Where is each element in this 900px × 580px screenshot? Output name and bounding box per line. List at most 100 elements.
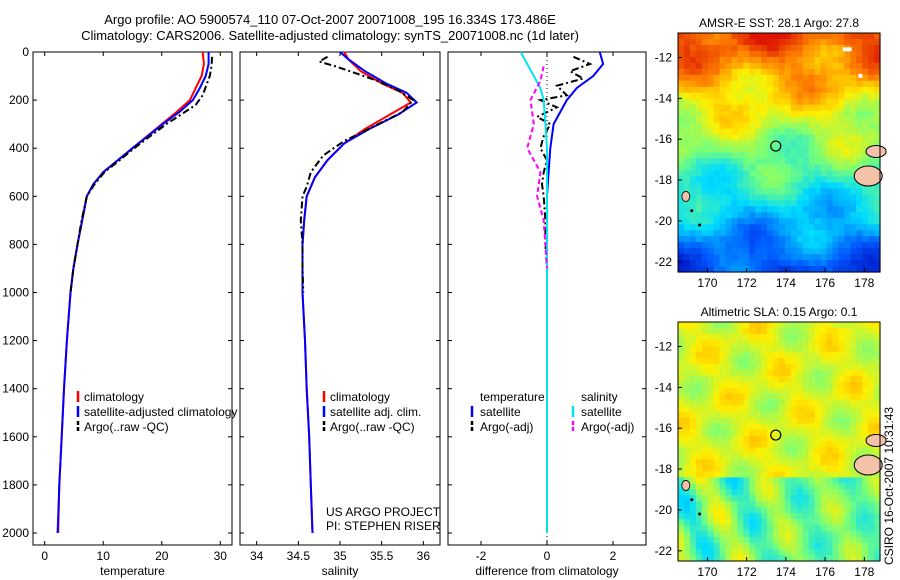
map-cell [695, 393, 703, 401]
map-cell [820, 260, 828, 267]
map-cell [832, 134, 840, 142]
map-cell [844, 110, 851, 118]
map-cell [874, 393, 881, 401]
map-cell [725, 471, 733, 478]
map-cell [749, 248, 756, 255]
map-cell [814, 501, 822, 508]
map-cell [802, 104, 810, 112]
map-cell [761, 266, 768, 273]
map-cell [796, 140, 804, 148]
map-cell [707, 56, 715, 64]
map-cell [707, 459, 715, 466]
map-cell [689, 158, 697, 166]
map-cell [826, 513, 834, 520]
map-cell [719, 393, 727, 401]
map-cell [820, 381, 828, 389]
map-cell [820, 429, 828, 437]
map-cell [802, 435, 810, 443]
map-cell [743, 423, 750, 431]
map-cell [790, 254, 798, 261]
map-cell [856, 405, 863, 413]
map-cell [701, 369, 709, 377]
map-cell [749, 333, 756, 341]
map-cell [850, 465, 857, 472]
map-cell [701, 170, 709, 177]
map-cell [814, 423, 822, 431]
map-cell [701, 176, 709, 183]
map-cell [808, 80, 816, 88]
map-cell [862, 242, 869, 249]
map-cell [749, 417, 756, 425]
map-cell [713, 351, 721, 359]
map-cell [796, 519, 804, 526]
map-cell [731, 489, 739, 496]
map-cell [779, 375, 786, 383]
map-cell [683, 489, 691, 496]
map-cell [761, 110, 768, 118]
map-cell [767, 86, 774, 94]
map-cell [713, 242, 721, 249]
map-cell [701, 549, 709, 556]
map-cell [701, 399, 709, 407]
map-cell [826, 441, 834, 449]
map-cell [725, 357, 733, 365]
map-cell [808, 62, 816, 70]
map-cell [695, 98, 703, 106]
map-cell [755, 543, 762, 550]
map-cell [850, 441, 857, 449]
map-cell [707, 212, 715, 219]
map-cell [850, 459, 857, 466]
map-cell [868, 495, 875, 502]
map-cell [814, 381, 822, 389]
map-cell [856, 393, 863, 401]
map-cell [683, 146, 691, 154]
map-cell [725, 483, 733, 490]
map-cell [743, 429, 750, 437]
map-cell [779, 38, 786, 46]
map-cell [850, 375, 857, 383]
map-cell [856, 44, 863, 52]
map-cell [802, 44, 810, 52]
map-cell [678, 92, 685, 100]
map-x-tick-label: 170 [697, 276, 717, 290]
map-cell [784, 62, 792, 70]
map-cell [707, 182, 715, 189]
map-cell [790, 44, 798, 52]
map-cell [713, 417, 721, 425]
map-cell [838, 501, 845, 508]
map-cell [826, 423, 834, 431]
map-cell [862, 38, 869, 46]
map-cell [779, 50, 786, 58]
map-cell [850, 507, 857, 514]
legend-entry: Argo(..raw -QC) [84, 420, 169, 434]
map-cell [832, 417, 840, 425]
map-cell [683, 170, 691, 177]
map-cell [844, 489, 851, 496]
map-cell [856, 50, 863, 58]
map-cell [838, 128, 845, 136]
map-cell [856, 122, 863, 130]
map-cell [767, 140, 774, 148]
map-cell [796, 212, 804, 219]
map-cell [701, 435, 709, 443]
map-cell [802, 56, 810, 64]
map-cell [850, 170, 857, 177]
map-cell [850, 68, 857, 76]
map-cell [695, 357, 703, 365]
map-field [678, 33, 881, 273]
map-cell [844, 158, 851, 166]
map-cell [737, 423, 744, 431]
map-cell [773, 68, 780, 76]
map-cell [707, 152, 715, 160]
map-cell [707, 339, 715, 347]
map-cell [790, 170, 798, 177]
map-cell [678, 549, 685, 556]
map-cell [820, 459, 828, 466]
map-cell [820, 56, 828, 64]
map-cell [755, 345, 762, 353]
map-cell [838, 525, 845, 532]
map-cell [784, 519, 792, 526]
map-cell [707, 260, 715, 267]
map-cell [773, 182, 780, 189]
map-cell [784, 537, 792, 544]
